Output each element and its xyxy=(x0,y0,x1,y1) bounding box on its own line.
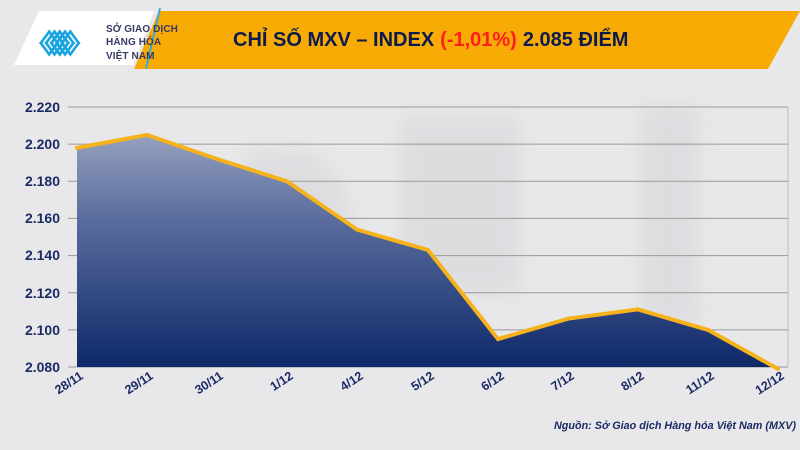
svg-text:2.220: 2.220 xyxy=(25,99,60,115)
svg-text:2.080: 2.080 xyxy=(25,359,60,375)
svg-text:2.200: 2.200 xyxy=(25,136,60,152)
svg-text:29/11: 29/11 xyxy=(122,369,155,397)
svg-text:2.100: 2.100 xyxy=(25,322,60,338)
svg-text:7/12: 7/12 xyxy=(549,369,577,394)
svg-text:1/12: 1/12 xyxy=(268,369,296,394)
svg-text:2.140: 2.140 xyxy=(25,247,60,263)
svg-text:2.120: 2.120 xyxy=(25,285,60,301)
svg-text:2.180: 2.180 xyxy=(25,173,60,189)
svg-text:8/12: 8/12 xyxy=(619,369,647,394)
svg-text:12/12: 12/12 xyxy=(753,369,787,398)
svg-text:11/12: 11/12 xyxy=(683,369,716,397)
svg-text:4/12: 4/12 xyxy=(338,369,366,394)
svg-text:2.160: 2.160 xyxy=(25,210,60,226)
svg-text:30/11: 30/11 xyxy=(192,369,225,397)
svg-text:6/12: 6/12 xyxy=(479,369,507,394)
svg-text:5/12: 5/12 xyxy=(409,369,437,394)
